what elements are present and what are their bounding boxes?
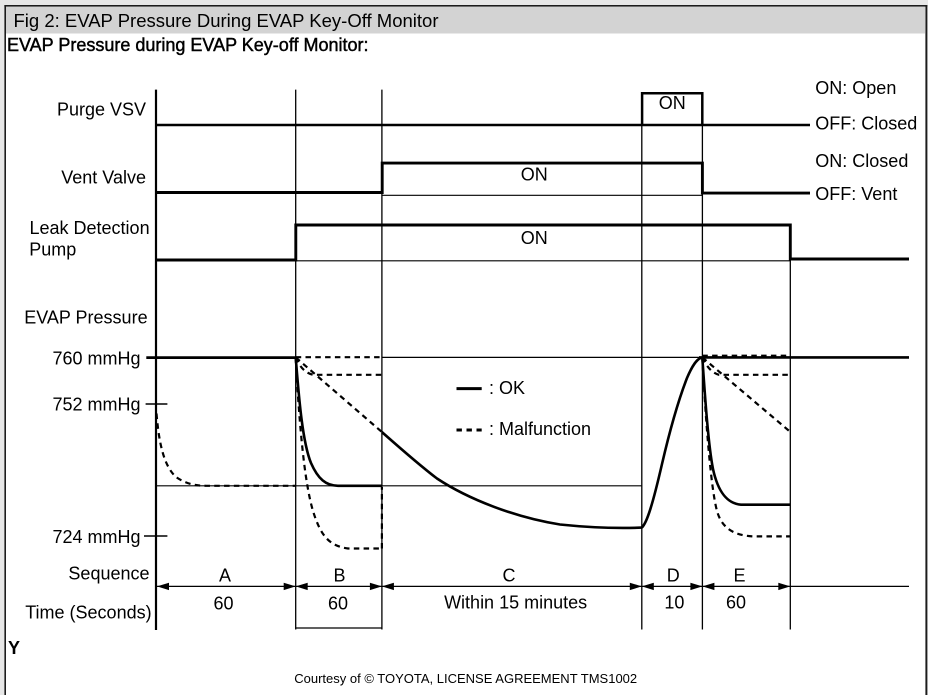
svg-text:60: 60 [726, 592, 746, 612]
svg-text:Within 15 minutes: Within 15 minutes [444, 592, 587, 612]
svg-text:EVAP Pressure: EVAP Pressure [24, 307, 147, 327]
svg-text:A: A [219, 566, 231, 586]
svg-text:E: E [733, 566, 745, 586]
svg-text:B: B [333, 566, 345, 586]
svg-text:10: 10 [664, 592, 684, 612]
svg-text:Pump: Pump [29, 240, 76, 260]
svg-text:60: 60 [213, 593, 233, 613]
svg-text:C: C [503, 566, 516, 586]
svg-text:Courtesy of © TOYOTA, LICENSE: Courtesy of © TOYOTA, LICENSE AGREEMENT … [294, 671, 637, 686]
svg-text:752 mmHg: 752 mmHg [52, 394, 140, 414]
svg-text:Purge VSV: Purge VSV [57, 99, 146, 119]
svg-text:Vent Valve: Vent Valve [61, 168, 146, 188]
svg-text:ON: ON [521, 164, 548, 184]
svg-text:EVAP Pressure during EVAP Key-: EVAP Pressure during EVAP Key-off Monito… [7, 35, 369, 55]
svg-text:OFF: Closed: OFF: Closed [815, 114, 917, 134]
svg-text:Y: Y [8, 638, 20, 658]
svg-text:D: D [667, 566, 680, 586]
svg-text:ON: Open: ON: Open [815, 78, 896, 98]
svg-text:Fig 2: EVAP Pressure During EV: Fig 2: EVAP Pressure During EVAP Key-Off… [14, 10, 439, 31]
svg-text:ON: ON [659, 93, 686, 113]
svg-text:ON: ON [521, 228, 548, 248]
svg-text:: Malfunction: : Malfunction [489, 419, 591, 439]
svg-text:OFF: Vent: OFF: Vent [815, 184, 897, 204]
svg-text:Sequence: Sequence [68, 564, 149, 584]
svg-text:60: 60 [328, 593, 348, 613]
svg-text:ON: Closed: ON: Closed [815, 151, 908, 171]
svg-text:760 mmHg: 760 mmHg [52, 348, 140, 368]
svg-text:Leak Detection: Leak Detection [30, 218, 150, 238]
svg-text:Time (Seconds): Time (Seconds) [25, 603, 151, 623]
svg-text:724 mmHg: 724 mmHg [52, 527, 140, 547]
svg-text:: OK: : OK [489, 378, 525, 398]
